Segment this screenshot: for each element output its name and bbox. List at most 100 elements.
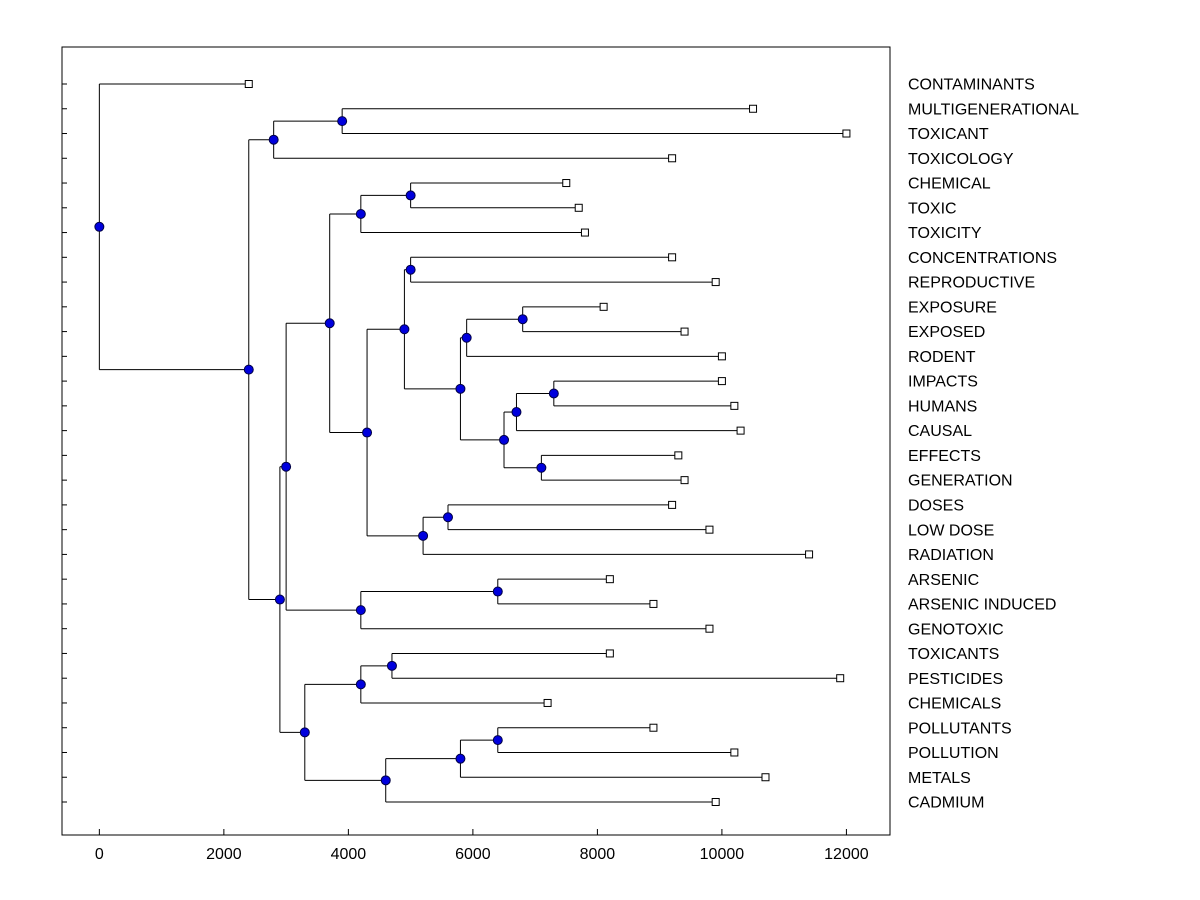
internal-node-marker[interactable]: [355, 208, 366, 219]
leaf-label[interactable]: TOXICANTS: [908, 646, 999, 663]
x-tick-label: 10000: [700, 846, 745, 863]
internal-node-marker[interactable]: [405, 190, 416, 201]
leaf-label[interactable]: GENOTOXIC: [908, 621, 1004, 638]
leaf-node-marker[interactable]: [680, 476, 689, 485]
internal-node-marker[interactable]: [536, 462, 547, 473]
internal-node-marker[interactable]: [324, 318, 335, 329]
leaf-node-marker[interactable]: [805, 550, 814, 559]
leaf-node-marker[interactable]: [730, 748, 739, 757]
leaf-label[interactable]: TOXICITY: [908, 225, 982, 242]
leaf-node-marker[interactable]: [842, 129, 851, 138]
x-tick-label: 8000: [580, 846, 616, 863]
leaf-node-marker[interactable]: [705, 624, 714, 633]
leaf-label[interactable]: DOSES: [908, 497, 964, 514]
internal-node-marker[interactable]: [299, 727, 310, 738]
internal-node-marker[interactable]: [492, 586, 503, 597]
internal-node-marker[interactable]: [362, 427, 373, 438]
leaf-label[interactable]: EFFECTS: [908, 448, 981, 465]
leaf-label[interactable]: CONTAMINANTS: [908, 77, 1035, 94]
x-tick-label: 2000: [206, 846, 242, 863]
leaf-label[interactable]: CHEMICAL: [908, 176, 991, 193]
leaf-node-marker[interactable]: [543, 698, 552, 707]
leaf-node-marker[interactable]: [668, 154, 677, 163]
internal-node-marker[interactable]: [94, 221, 105, 232]
leaf-label[interactable]: CHEMICALS: [908, 696, 1001, 713]
internal-node-marker[interactable]: [461, 332, 472, 343]
internal-node-marker[interactable]: [281, 461, 292, 472]
leaf-node-marker[interactable]: [711, 798, 720, 806]
leaf-node-marker[interactable]: [711, 278, 720, 287]
leaf-label[interactable]: MULTIGENERATIONAL: [908, 101, 1079, 118]
x-tick-label: 4000: [331, 846, 367, 863]
internal-node-marker[interactable]: [517, 314, 528, 325]
plot-box: [61, 46, 891, 836]
internal-node-marker[interactable]: [355, 605, 366, 616]
leaf-node-marker[interactable]: [730, 401, 739, 410]
branch-lines: [98, 83, 847, 803]
leaf-label[interactable]: HUMANS: [908, 398, 977, 415]
leaf-label[interactable]: ARSENIC: [908, 572, 979, 589]
leaf-node-marker[interactable]: [717, 352, 726, 361]
leaf-node-marker[interactable]: [674, 451, 683, 460]
internal-node-marker[interactable]: [268, 134, 279, 145]
internal-node-marker[interactable]: [442, 512, 453, 523]
leaf-label[interactable]: POLLUTION: [908, 745, 999, 762]
internal-node-marker[interactable]: [455, 753, 466, 764]
leaf-node-marker[interactable]: [668, 253, 677, 262]
internal-node-marker[interactable]: [399, 324, 410, 335]
leaf-label[interactable]: PESTICIDES: [908, 671, 1003, 688]
leaf-label[interactable]: EXPOSURE: [908, 299, 997, 316]
leaf-node-marker[interactable]: [680, 327, 689, 336]
internal-node-marker[interactable]: [492, 735, 503, 746]
leaf-node-marker[interactable]: [736, 426, 745, 435]
internal-node-marker[interactable]: [274, 594, 285, 605]
leaf-node-marker[interactable]: [244, 80, 253, 88]
internal-node-marker[interactable]: [548, 388, 559, 399]
leaf-label[interactable]: CAUSAL: [908, 423, 972, 440]
leaf-node-marker[interactable]: [574, 203, 583, 212]
leaf-label[interactable]: TOXICOLOGY: [908, 151, 1014, 168]
leaf-node-marker[interactable]: [580, 228, 589, 237]
leaf-node-marker[interactable]: [562, 179, 571, 188]
leaf-node-marker[interactable]: [717, 377, 726, 386]
internal-node-marker[interactable]: [418, 530, 429, 541]
x-tick-label: 6000: [455, 846, 491, 863]
internal-node-marker[interactable]: [243, 364, 254, 375]
internal-node-marker[interactable]: [511, 407, 522, 418]
leaf-node-marker[interactable]: [749, 104, 758, 113]
leaf-label[interactable]: REPRODUCTIVE: [908, 275, 1035, 292]
leaf-node-marker[interactable]: [605, 649, 614, 658]
leaf-node-marker[interactable]: [649, 723, 658, 732]
leaf-label[interactable]: CONCENTRATIONS: [908, 250, 1057, 267]
leaf-label[interactable]: GENERATION: [908, 473, 1013, 490]
internal-node-marker[interactable]: [455, 383, 466, 394]
leaf-node-marker[interactable]: [605, 575, 614, 584]
internal-node-marker[interactable]: [386, 660, 397, 671]
leaf-label[interactable]: RODENT: [908, 349, 976, 366]
leaf-label[interactable]: LOW DOSE: [908, 522, 994, 539]
x-tick-label: 12000: [824, 846, 869, 863]
leaf-label[interactable]: CADMIUM: [908, 795, 984, 812]
leaf-node-marker[interactable]: [649, 599, 658, 608]
internal-node-marker[interactable]: [499, 434, 510, 445]
leaf-node-marker[interactable]: [599, 302, 608, 311]
leaf-node-marker[interactable]: [761, 773, 770, 782]
x-tick-label: 0: [95, 846, 104, 863]
leaf-label[interactable]: RADIATION: [908, 547, 994, 564]
internal-node-marker[interactable]: [380, 775, 391, 786]
leaf-label[interactable]: ARSENIC INDUCED: [908, 597, 1056, 614]
leaf-label[interactable]: METALS: [908, 770, 971, 787]
internal-node-marker[interactable]: [355, 679, 366, 690]
leaf-label[interactable]: TOXICANT: [908, 126, 989, 143]
leaf-node-marker[interactable]: [668, 500, 677, 509]
leaf-node-marker[interactable]: [705, 525, 714, 534]
leaf-label[interactable]: TOXIC: [908, 200, 957, 217]
leaf-label[interactable]: IMPACTS: [908, 374, 978, 391]
internal-node-marker[interactable]: [337, 116, 348, 127]
leaf-label[interactable]: EXPOSED: [908, 324, 985, 341]
leaf-node-marker[interactable]: [836, 674, 845, 683]
internal-node-marker[interactable]: [405, 264, 416, 275]
leaf-label[interactable]: POLLUTANTS: [908, 720, 1012, 737]
